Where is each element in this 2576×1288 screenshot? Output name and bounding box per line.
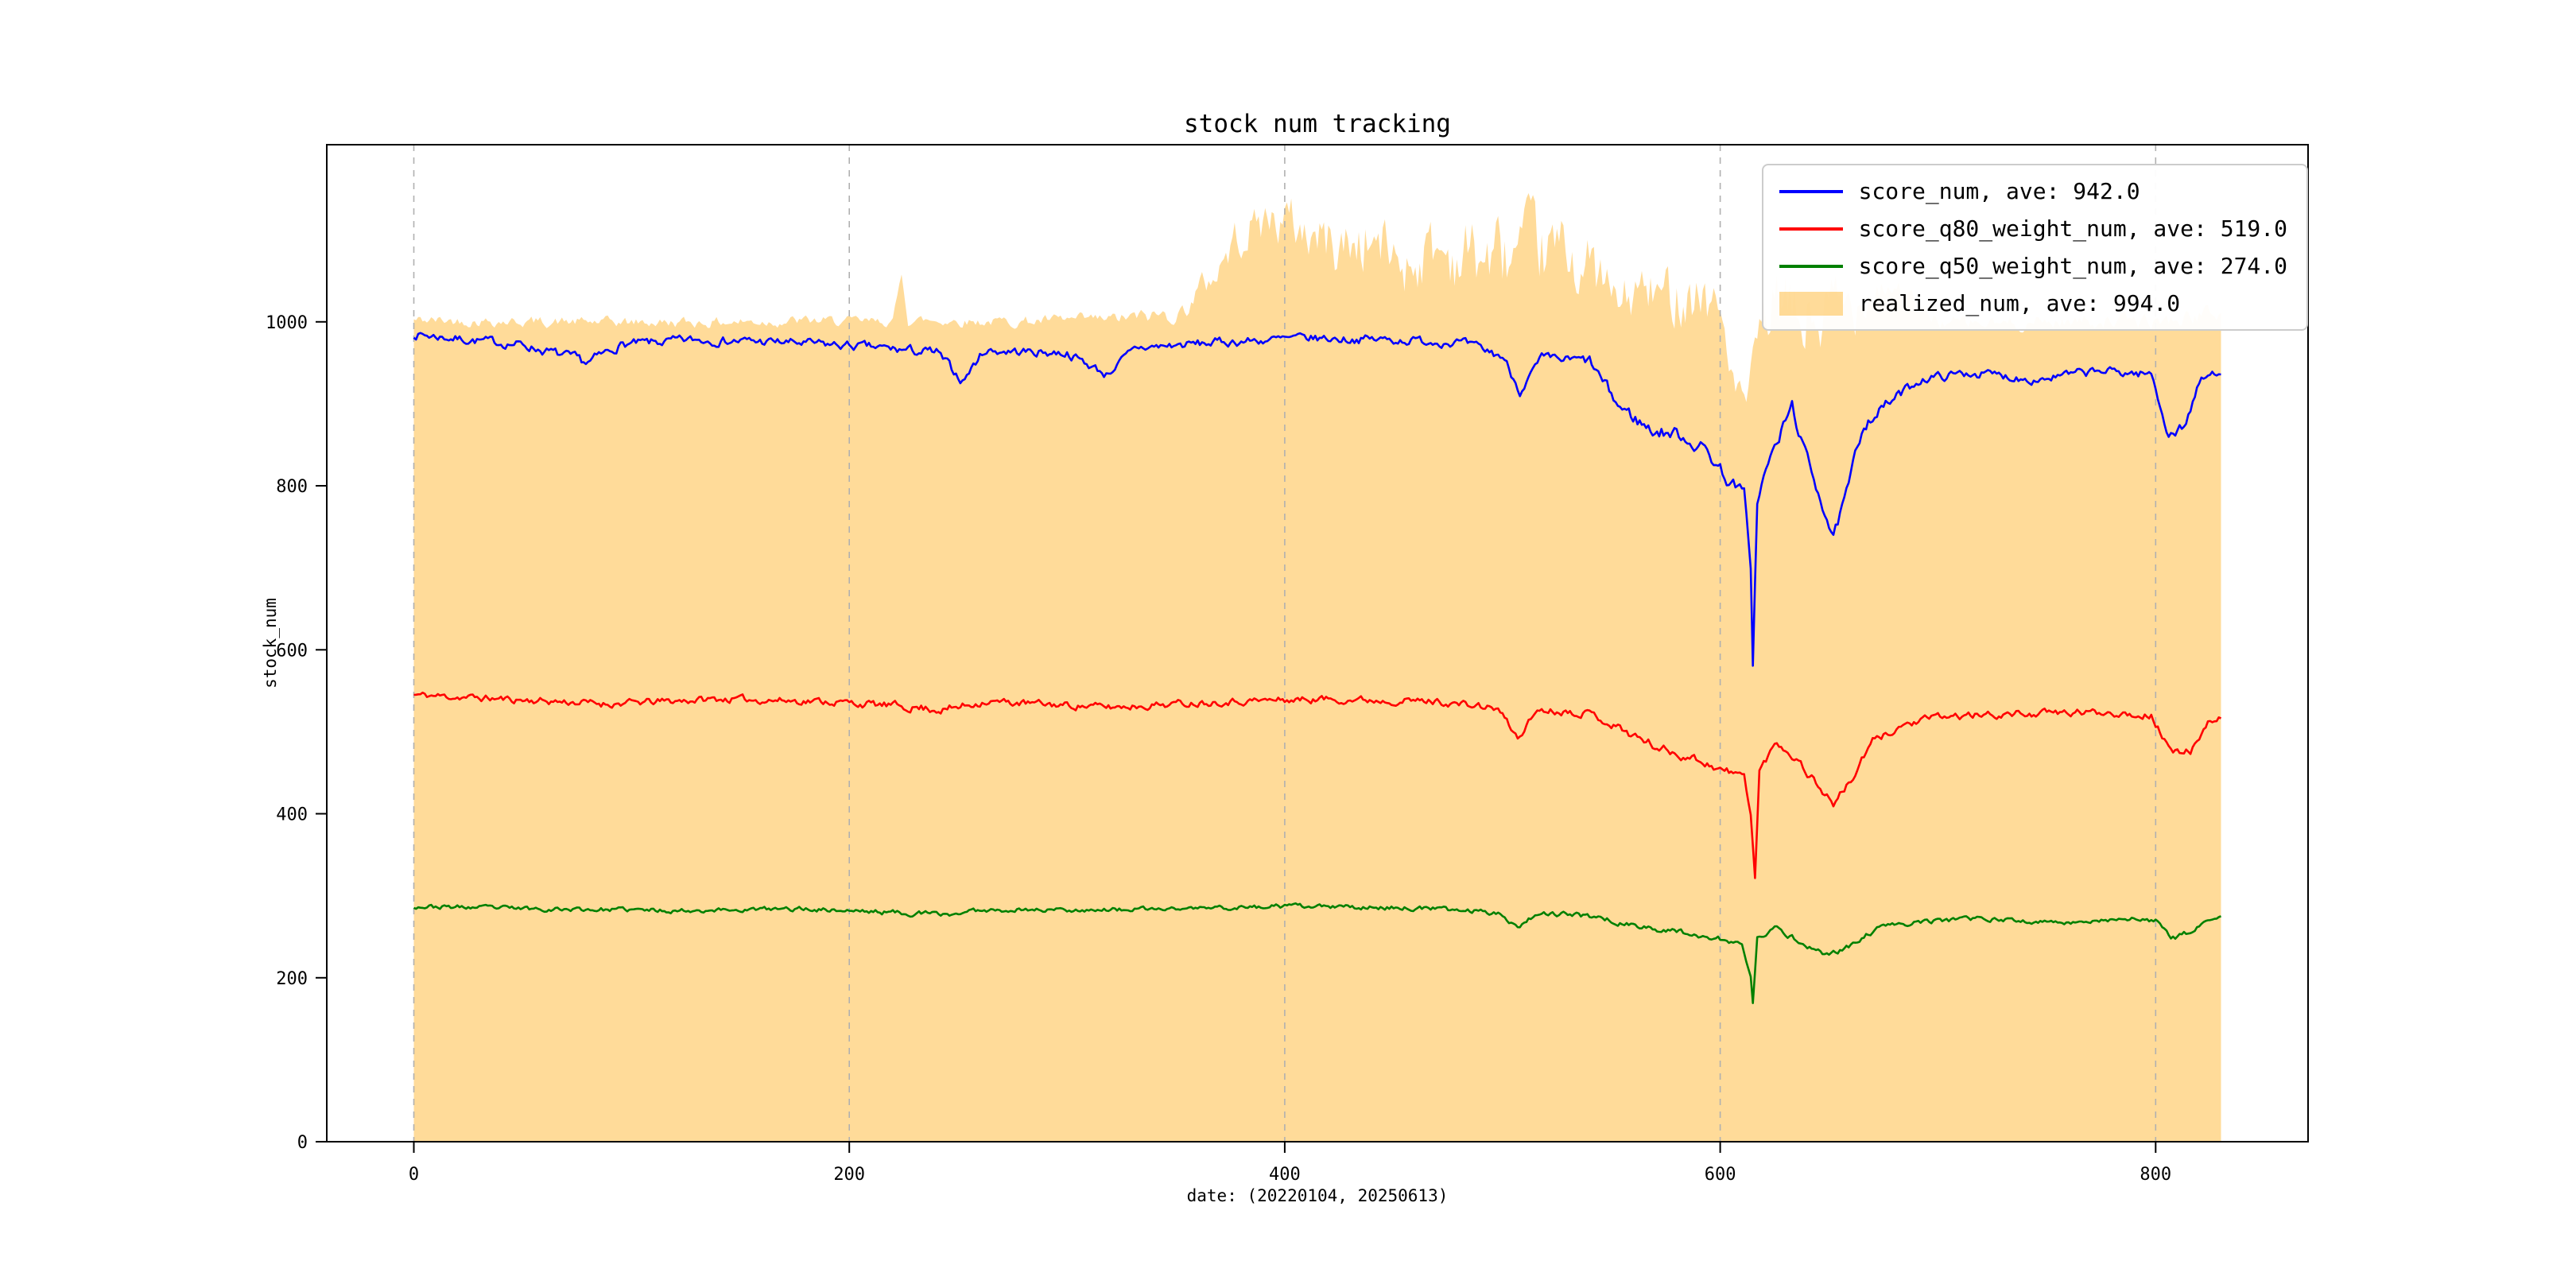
legend-label: score_num, ave: 942.0 (1858, 178, 2140, 204)
legend: score_num, ave: 942.0 score_q80_weight_nu… (1761, 164, 2308, 331)
svg-text:0: 0 (409, 1165, 419, 1185)
chart-title: stock num tracking (1184, 110, 1451, 138)
svg-text:400: 400 (276, 805, 308, 825)
svg-text:800: 800 (276, 477, 308, 497)
svg-text:1000: 1000 (266, 313, 308, 333)
legend-line-swatch (1779, 227, 1843, 231)
legend-item: realized_num, ave: 994.0 (1779, 290, 2287, 316)
legend-label: score_q80_weight_num, ave: 519.0 (1858, 215, 2287, 242)
legend-line-swatch (1779, 189, 1843, 193)
x-axis-label: date: (20220104, 20250613) (1186, 1186, 1449, 1205)
y-axis-label: stock_num (261, 598, 280, 689)
svg-text:800: 800 (2140, 1165, 2171, 1185)
legend-line-swatch (1779, 264, 1843, 268)
svg-text:600: 600 (276, 641, 308, 661)
svg-text:200: 200 (833, 1165, 865, 1185)
legend-label: score_q50_weight_num, ave: 274.0 (1858, 253, 2287, 279)
svg-text:600: 600 (1705, 1165, 1736, 1185)
legend-item: score_q80_weight_num, ave: 519.0 (1779, 215, 2287, 242)
svg-text:400: 400 (1269, 1165, 1301, 1185)
svg-text:0: 0 (297, 1133, 308, 1153)
legend-area-swatch (1779, 291, 1843, 316)
legend-item: score_num, ave: 942.0 (1779, 178, 2287, 204)
legend-item: score_q50_weight_num, ave: 274.0 (1779, 253, 2287, 279)
legend-label: realized_num, ave: 994.0 (1858, 290, 2181, 316)
svg-text:200: 200 (276, 969, 308, 989)
